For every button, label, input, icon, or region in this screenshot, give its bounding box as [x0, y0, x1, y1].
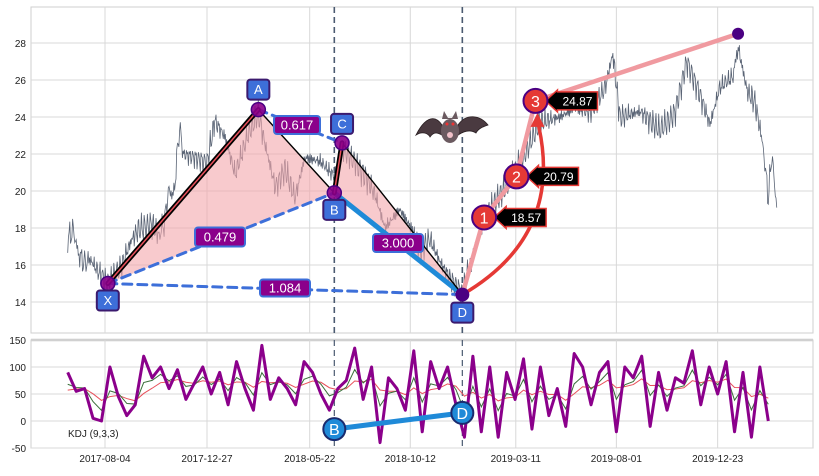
ratio-label-xb: 0.479: [194, 226, 246, 248]
ratio-label-xd-text: 1.084: [269, 281, 302, 296]
vertex-label-b: B: [322, 198, 347, 221]
indicator-y-tick-label: 50: [15, 390, 27, 401]
price-y-tick-label: 20: [15, 187, 27, 198]
price-y-tick-label: 28: [15, 39, 27, 50]
target-number: 2: [512, 169, 521, 186]
ratio-label-ac-text: 0.617: [281, 118, 314, 133]
cd-line: [341, 142, 464, 296]
target-value-arrow-box: [544, 88, 599, 114]
bat-belly: [447, 132, 453, 138]
vertex-label-d-text: D: [458, 305, 467, 320]
indicator-y-tick-label: 100: [9, 363, 26, 374]
price-plot-area: [30, 6, 814, 334]
bat-icon: [414, 111, 489, 143]
price-y-tick-label: 16: [15, 261, 27, 272]
xab-triangle: [107, 109, 335, 284]
target-3: 24.87 3: [522, 87, 599, 114]
target-value-text: 20.79: [543, 170, 573, 184]
vertex-label-a-box: [246, 78, 271, 101]
end-point-marker: [732, 27, 745, 40]
bc-inner-line: [333, 142, 343, 194]
x-tick-label: 2019-03-11: [491, 454, 542, 465]
price-y-tick-label: 18: [15, 224, 27, 235]
ratio-label-xd-box: [259, 278, 311, 298]
target-2: 20.79 2: [503, 163, 580, 190]
bcd-triangle: [334, 142, 463, 295]
price-y-tick-label: 22: [15, 150, 27, 161]
target-value-arrow-box: [493, 204, 547, 231]
projection-arrow-head-icon: [530, 112, 545, 127]
indicator-bd-line: [333, 410, 463, 432]
target-number: 3: [531, 94, 540, 111]
x-tick-label: 2017-08-04: [79, 454, 131, 465]
vertex-label-x-text: X: [103, 293, 112, 308]
bat-eye: [451, 122, 455, 126]
ratio-label-bd-box: [372, 233, 424, 253]
kdj-j-line: [66, 343, 770, 445]
indicator-label: KDJ (9,3,3): [68, 429, 119, 440]
indicator-y-tick-label: 0: [20, 417, 26, 428]
indicator-marker-label: D: [457, 406, 469, 423]
ratio-label-xb-box: [194, 226, 246, 248]
bat-eye: [445, 122, 449, 126]
vertex-label-d-box: [450, 301, 475, 324]
indicator-marker-d: [450, 400, 475, 425]
xd-dashed-line: [106, 282, 464, 297]
indicator-marker-b: [322, 417, 347, 442]
vertex-label-d: D: [450, 301, 475, 324]
vertex-marker: [250, 101, 267, 118]
indicator-y-tick-label: 150: [9, 336, 26, 347]
x-tick-label: 2019-08-01: [591, 454, 643, 465]
price-y-tick-label: 14: [15, 298, 27, 309]
vertex-marker: [326, 185, 343, 201]
x-tick-label: 2019-12-23: [692, 454, 744, 465]
bat-left-wing: [414, 118, 443, 138]
vertex-label-c-text: C: [337, 116, 346, 131]
vertex-label-a: A: [246, 78, 271, 101]
target-value-arrow-box: [525, 163, 580, 190]
vertex-marker: [455, 287, 470, 302]
target-1: 18.57 1: [471, 204, 547, 231]
x-tick-label: 2018-10-12: [385, 454, 437, 465]
vertex-label-x: X: [95, 289, 120, 312]
x-tick-label: 2017-12-27: [181, 454, 233, 465]
bat-body: [441, 119, 459, 143]
target-circle: [503, 163, 530, 190]
target-value-text: 24.87: [562, 94, 592, 108]
target-circle: [522, 87, 549, 114]
ratio-label-xb-text: 0.479: [204, 230, 237, 245]
price-y-tick-label: 24: [15, 113, 27, 124]
bat-right-wing: [457, 116, 489, 136]
vertex-label-b-box: [322, 198, 347, 221]
vertex-label-b-text: B: [330, 202, 339, 217]
indicator-marker-label: B: [329, 422, 340, 439]
ratio-label-xd: 1.084: [259, 278, 311, 298]
vertex-marker: [334, 135, 350, 151]
target-circle: [471, 204, 498, 231]
ab-line: [257, 108, 336, 194]
xa-inner-line: [107, 108, 260, 285]
vertex-label-x-box: [95, 289, 120, 312]
bat-ears: [442, 111, 458, 119]
vertex-label-a-text: A: [254, 82, 263, 97]
price-y-tick-label: 26: [15, 76, 27, 87]
ratio-label-ac: 0.617: [273, 115, 321, 135]
x-tick-label: 2018-05-22: [284, 454, 336, 465]
indicator-y-tick-label: -50: [12, 444, 27, 455]
vertex-label-c-box: [330, 112, 355, 135]
target-number: 1: [480, 210, 489, 227]
vertex-marker: [100, 275, 116, 292]
ratio-label-ac-box: [273, 115, 321, 135]
vertex-label-c: C: [330, 112, 355, 135]
ratio-label-bd: 3.000: [372, 233, 424, 253]
target-value-text: 18.57: [511, 211, 541, 225]
ratio-label-bd-text: 3.000: [382, 236, 415, 251]
